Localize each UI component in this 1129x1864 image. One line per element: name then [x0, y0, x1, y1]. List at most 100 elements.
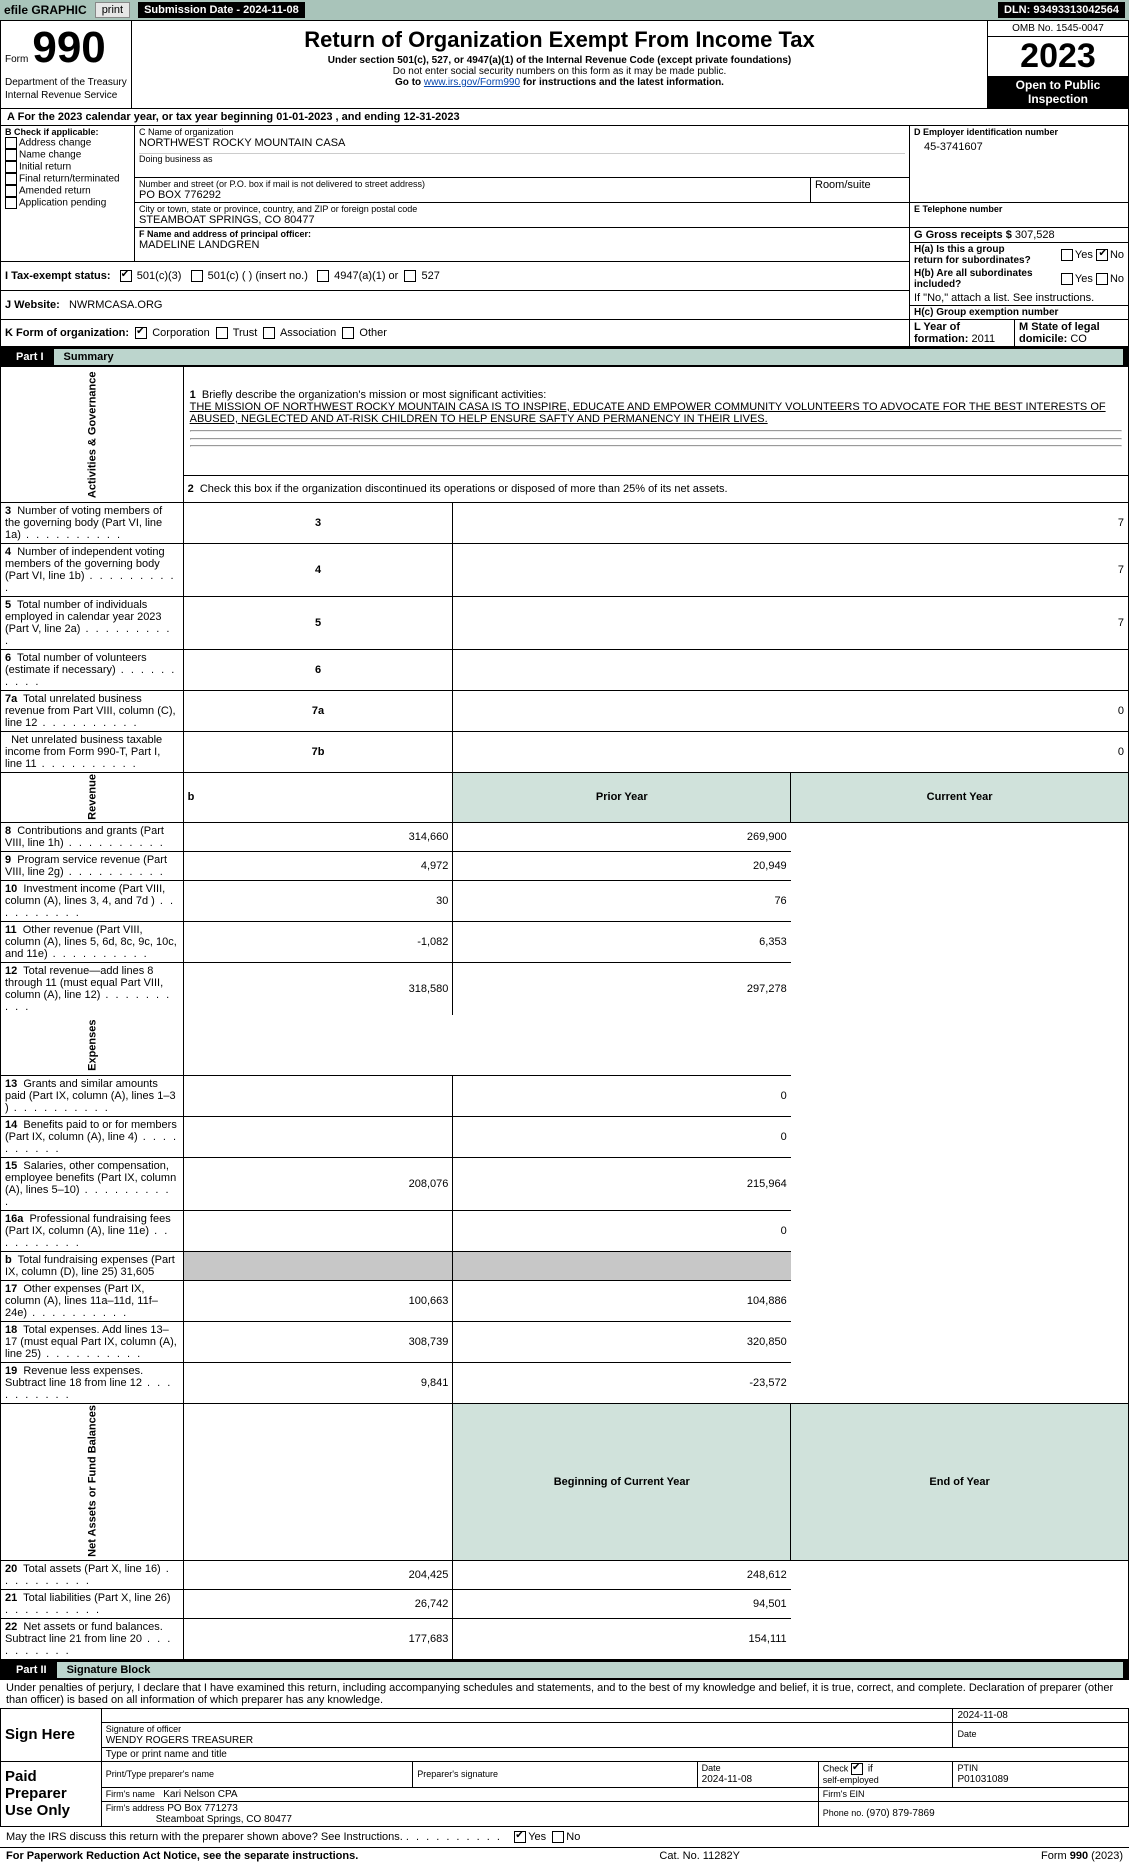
box-k-label: K Form of organization: [5, 327, 129, 339]
part-i-header: Part I Summary [0, 347, 1129, 367]
box-m-label: M State of legal domicile: [1019, 321, 1100, 345]
tax-year: 2023 [988, 37, 1128, 76]
form-title: Return of Organization Exempt From Incom… [136, 27, 983, 53]
boxb-checkbox[interactable] [5, 173, 17, 185]
discuss-yes-checkbox[interactable] [514, 1831, 526, 1843]
pra-notice: For Paperwork Reduction Act Notice, see … [6, 1850, 358, 1862]
box-l-label: L Year of formation: [914, 321, 971, 345]
efile-label: efile GRAPHIC [4, 3, 87, 17]
boxb-checkbox[interactable] [5, 137, 17, 149]
org-name: NORTHWEST ROCKY MOUNTAIN CASA [139, 137, 905, 149]
submission-date: Submission Date - 2024-11-08 [138, 2, 305, 18]
preparer-date: 2024-11-08 [702, 1774, 752, 1785]
top-toolbar: efile GRAPHIC print Submission Date - 20… [0, 0, 1129, 20]
other-checkbox[interactable] [342, 327, 354, 339]
page-footer: For Paperwork Reduction Act Notice, see … [0, 1847, 1129, 1864]
public-inspection: Open to Public Inspection [988, 76, 1128, 108]
box-g-label: G Gross receipts $ [914, 229, 1015, 241]
form-header: Form990 Department of the Treasury Inter… [0, 20, 1129, 109]
type-print-label: Type or print name and title [101, 1747, 1128, 1761]
dln: DLN: 93493313042564 [998, 2, 1125, 18]
box-i-label: I Tax-exempt status: [5, 270, 111, 282]
firm-name: Kari Nelson CPA [163, 1789, 237, 1800]
form-ref: Form 990 (2023) [1041, 1850, 1123, 1862]
form-label: Form [5, 54, 28, 65]
print-button[interactable]: print [95, 2, 130, 18]
paid-preparer-label: Paid Preparer Use Only [1, 1761, 102, 1826]
part-ii-header: Part II Signature Block [0, 1660, 1129, 1680]
box-c-label: C Name of organization [139, 127, 905, 137]
website: NWRMCASA.ORG [69, 299, 163, 311]
header-boxes: B Check if applicable: Address changeNam… [0, 126, 1129, 347]
box-hb-note: If "No," attach a list. See instructions… [910, 291, 1128, 306]
boc-header: Beginning of Current Year [453, 1403, 791, 1560]
firm-address: PO Box 771273 [167, 1803, 238, 1814]
officer-name: WENDY ROGERS TREASURER [106, 1735, 253, 1746]
part-i-table: Activities & Governance 1 Briefly descri… [0, 367, 1129, 1660]
cat-no: Cat. No. 11282Y [659, 1850, 740, 1862]
box-hc: H(c) Group exemption number [914, 307, 1058, 318]
ein: 45-3741607 [914, 137, 1124, 157]
ssn-notice: Do not enter social security numbers on … [136, 66, 983, 77]
form-number: 990 [28, 19, 109, 76]
omb-number: OMB No. 1545-0047 [988, 21, 1128, 37]
vlabel-netassets: Net Assets or Fund Balances [1, 1403, 184, 1560]
discuss-no-checkbox[interactable] [552, 1831, 564, 1843]
eoy-header: End of Year [791, 1403, 1129, 1560]
box-ha: H(a) Is this a group return for subordin… [914, 244, 1031, 266]
gross-receipts: 307,528 [1015, 229, 1055, 241]
ha-no-checkbox[interactable] [1096, 249, 1108, 261]
box-d-label: D Employer identification number [914, 127, 1058, 137]
addr-label: Number and street (or P.O. box if mail i… [139, 179, 806, 189]
box-f-label: F Name and address of principal officer: [139, 229, 311, 239]
self-employed-checkbox[interactable] [851, 1763, 863, 1775]
current-year-header: Current Year [791, 772, 1129, 823]
hb-yes-checkbox[interactable] [1061, 273, 1073, 285]
ha-yes-checkbox[interactable] [1061, 249, 1073, 261]
dept-label: Department of the Treasury [1, 75, 131, 90]
box-j-label: J Website: [5, 299, 60, 311]
sig-officer-label: Signature of officer [106, 1724, 181, 1734]
row2-text: Check this box if the organization disco… [200, 483, 728, 495]
sign-here-label: Sign Here [1, 1708, 102, 1761]
box-a: A For the 2023 calendar year, or tax yea… [0, 109, 1129, 126]
trust-checkbox[interactable] [216, 327, 228, 339]
state-domicile: CO [1070, 333, 1087, 345]
527-checkbox[interactable] [404, 270, 416, 282]
501c-checkbox[interactable] [191, 270, 203, 282]
4947-checkbox[interactable] [317, 270, 329, 282]
ptin: P01031089 [957, 1774, 1008, 1785]
mission-label: Briefly describe the organization's miss… [202, 389, 546, 401]
dba-label: Doing business as [139, 153, 905, 164]
year-formation: 2011 [971, 333, 995, 345]
hb-no-checkbox[interactable] [1096, 273, 1108, 285]
box-b-header: B Check if applicable: [5, 127, 99, 137]
perjury-text: Under penalties of perjury, I declare th… [0, 1680, 1129, 1708]
mission-text: THE MISSION OF NORTHWEST ROCKY MOUNTAIN … [190, 401, 1106, 425]
boxb-checkbox[interactable] [5, 185, 17, 197]
assoc-checkbox[interactable] [263, 327, 275, 339]
box-e-label: E Telephone number [914, 204, 1002, 214]
firm-ein-label: Firm's EIN [823, 1789, 865, 1799]
vlabel-governance: Activities & Governance [1, 367, 184, 502]
room-suite: Room/suite [811, 178, 910, 203]
vlabel-expenses: Expenses [1, 1015, 184, 1075]
form-subtitle: Under section 501(c), 527, or 4947(a)(1)… [328, 55, 791, 66]
sig-date: 2024-11-08 [953, 1708, 1129, 1722]
vlabel-revenue: Revenue [1, 772, 184, 823]
prior-year-header: Prior Year [453, 772, 791, 823]
boxb-checkbox[interactable] [5, 149, 17, 161]
boxb-checkbox[interactable] [5, 197, 17, 209]
box-hb: H(b) Are all subordinates included? [914, 268, 1033, 290]
boxb-checkbox[interactable] [5, 161, 17, 173]
street-address: PO BOX 776292 [139, 189, 806, 201]
city-state-zip: STEAMBOAT SPRINGS, CO 80477 [139, 214, 905, 226]
corp-checkbox[interactable] [135, 327, 147, 339]
firm-city: Steamboat Springs, CO 80477 [156, 1814, 292, 1825]
signature-table: Sign Here 2024-11-08 Signature of office… [0, 1708, 1129, 1827]
discuss-row: May the IRS discuss this return with the… [0, 1827, 1129, 1847]
501c3-checkbox[interactable] [120, 270, 132, 282]
irs-link[interactable]: www.irs.gov/Form990 [424, 77, 520, 88]
irs-label: Internal Revenue Service [1, 90, 131, 101]
principal-officer: MADELINE LANDGREN [139, 239, 905, 251]
